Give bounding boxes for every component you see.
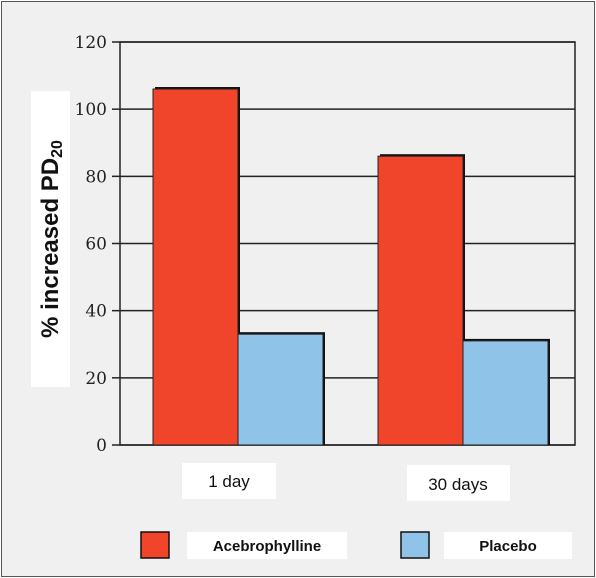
category-label-box-2 xyxy=(407,465,510,501)
y-tick-label-100: 100 xyxy=(75,100,107,120)
bar-placebo-2 xyxy=(462,340,549,446)
bars-layer xyxy=(152,87,550,446)
y-axis-label-main: % increased PD xyxy=(37,158,64,338)
plot-border xyxy=(119,41,576,446)
legend-swatch-acebrophylline xyxy=(140,531,170,559)
category-label-2: 30 days xyxy=(428,475,488,494)
category-label-box-1 xyxy=(182,463,276,499)
y-axis-label-subscript: 20 xyxy=(49,140,66,158)
legend-label-box-acebrophylline xyxy=(187,532,347,559)
bar-acebrophylline-1 xyxy=(152,88,239,446)
y-axis-label: % increased PD20 xyxy=(37,140,66,338)
bar-placebo-1 xyxy=(237,333,324,446)
bar-acebrophylline-2 xyxy=(377,155,464,446)
y-tick-labels: 0 20 40 60 80 100 120 xyxy=(75,33,107,456)
y-axis-label-box xyxy=(31,91,70,387)
y-tick-label-60: 60 xyxy=(85,235,107,255)
category-label-1: 1 day xyxy=(208,472,250,491)
legend-label-box-placebo xyxy=(444,532,572,559)
y-tick-label-80: 80 xyxy=(85,167,107,187)
legend-label-placebo: Placebo xyxy=(479,538,537,555)
legend: Acebrophylline Placebo xyxy=(140,531,572,559)
legend-swatch-placebo xyxy=(400,531,430,559)
y-tick-label-0: 0 xyxy=(96,436,107,456)
legend-label-acebrophylline: Acebrophylline xyxy=(213,538,321,555)
y-tick-label-20: 20 xyxy=(85,369,107,389)
y-tick-label-40: 40 xyxy=(85,302,107,322)
y-tick-label-120: 120 xyxy=(75,33,107,53)
